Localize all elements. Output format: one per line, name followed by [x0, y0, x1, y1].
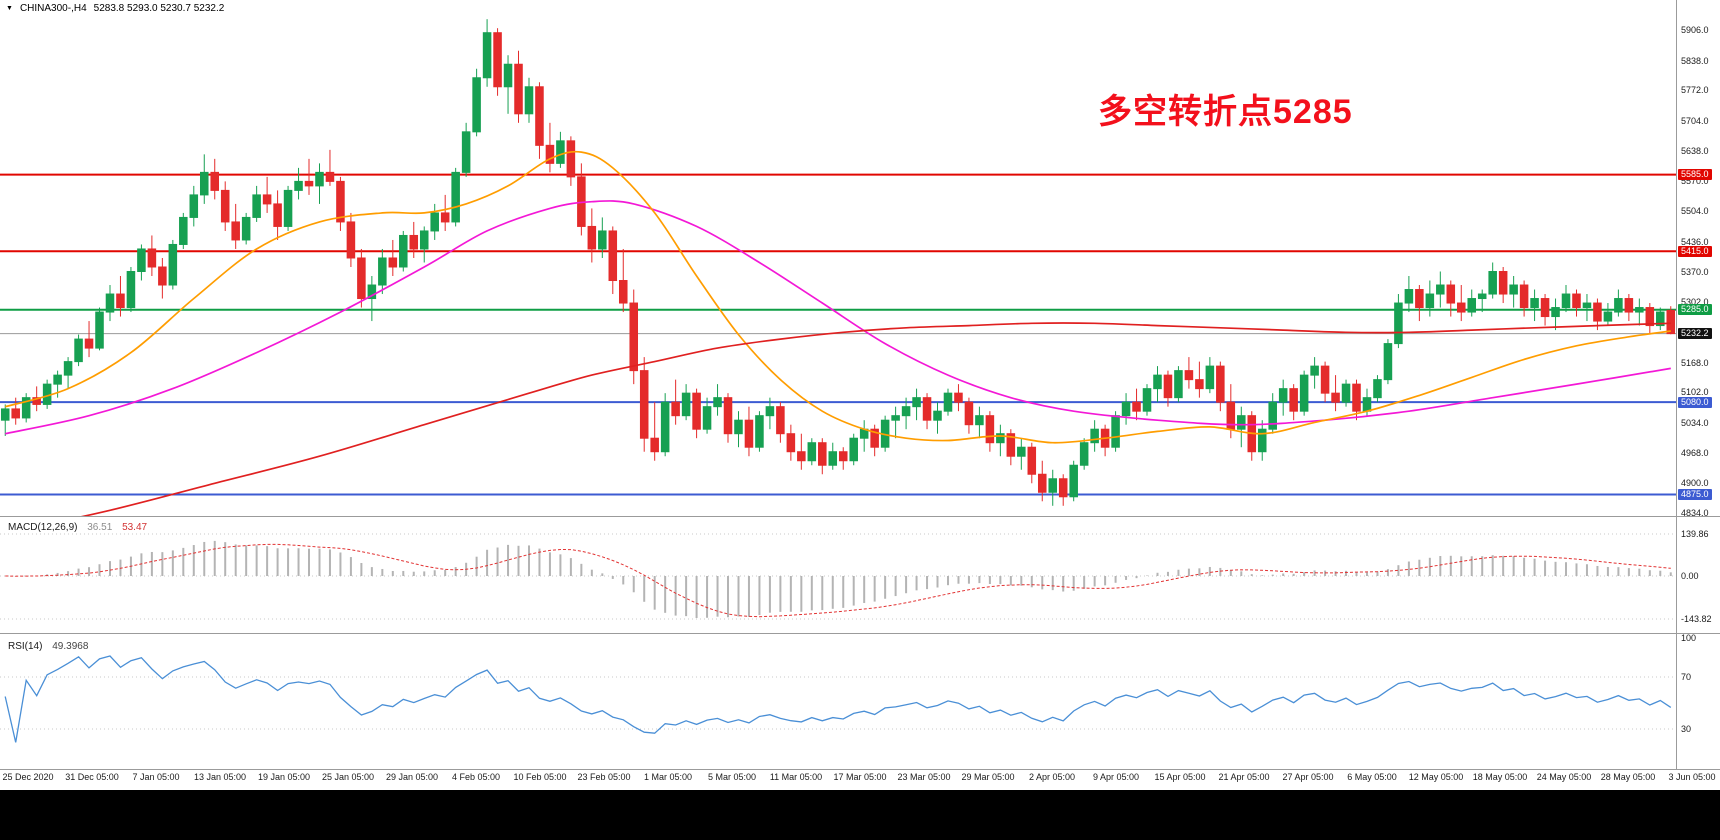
- time-axis-label: 29 Mar 05:00: [961, 772, 1015, 782]
- time-axis-label: 11 Mar 05:00: [769, 772, 823, 782]
- time-axis-label: 3 Jun 05:00: [1668, 772, 1716, 782]
- time-axis-label: 1 Mar 05:00: [643, 772, 693, 782]
- price-axis-label: 5504.0: [1681, 206, 1709, 217]
- time-axis-label: 15 Apr 05:00: [1154, 772, 1206, 782]
- time-axis-label: 29 Jan 05:00: [385, 772, 439, 782]
- time-axis-label: 19 Jan 05:00: [257, 772, 311, 782]
- time-axis-label: 5 Mar 05:00: [707, 772, 757, 782]
- price-axis-label: 5370.0: [1681, 266, 1709, 277]
- macd-signal-value: 53.47: [122, 522, 148, 533]
- macd-name: MACD(12,26,9): [8, 522, 78, 533]
- time-axis-label: 2 Apr 05:00: [1028, 772, 1076, 782]
- price-axis-label: 5772.0: [1681, 85, 1709, 96]
- price-axis-label: 5704.0: [1681, 116, 1709, 126]
- time-axis-label: 28 May 05:00: [1600, 772, 1656, 782]
- price-level-tag: 5585.0: [1678, 169, 1712, 181]
- ma-fast-orange: [4, 150, 1671, 444]
- price-axis-label: 5102.0: [1681, 387, 1709, 398]
- symbol-timeframe-label: CHINA300-,H4: [19, 3, 87, 14]
- price-axis-label: 5302.0: [1681, 297, 1709, 308]
- time-axis-label: 31 Dec 05:00: [65, 772, 119, 782]
- rsi-name: RSI(14): [8, 641, 43, 652]
- price-axis-label: 5436.0: [1681, 236, 1709, 247]
- rsi-axis-label: 30: [1681, 724, 1692, 734]
- time-axis-label: 23 Mar 05:00: [897, 772, 951, 782]
- ma-mid-magenta: [5, 200, 1671, 435]
- rsi-axis-label: 70: [1681, 672, 1692, 682]
- time-axis-label: 24 May 05:00: [1536, 772, 1592, 782]
- time-axis-label: 18 May 05:00: [1472, 772, 1528, 782]
- time-axis-label: 13 Jan 05:00: [193, 772, 247, 782]
- time-axis-label: 4 Feb 05:00: [451, 772, 501, 782]
- macd-main-value: 36.51: [87, 522, 113, 533]
- price-level-tag: 5285.0: [1678, 304, 1712, 316]
- current-price-tag: 5232.2: [1678, 328, 1712, 340]
- time-axis-label: 10 Feb 05:00: [513, 772, 567, 782]
- macd-indicator-label: MACD(12,26,9) 36.51 53.47: [8, 522, 147, 533]
- time-axis-label: 9 Apr 05:00: [1092, 772, 1140, 782]
- price-level-tag: 5080.0: [1678, 396, 1712, 408]
- price-axis-label: 5838.0: [1681, 55, 1709, 66]
- price-axis-label: 5168.0: [1681, 357, 1709, 368]
- time-axis-label: 25 Dec 2020: [2, 772, 54, 782]
- ma-slow-red: [81, 322, 1671, 516]
- time-axis-label: 23 Feb 05:00: [577, 772, 631, 782]
- time-axis-label: 21 Apr 05:00: [1218, 772, 1270, 782]
- price-axis-label: 5034.0: [1681, 417, 1709, 428]
- time-axis-label: 17 Mar 05:00: [833, 772, 887, 782]
- time-axis-label: 27 Apr 05:00: [1282, 772, 1334, 782]
- macd-axis-label: 139.86: [1681, 529, 1709, 539]
- time-axis-label: 7 Jan 05:00: [132, 772, 180, 782]
- price-level-tag: 5415.0: [1678, 245, 1712, 257]
- price-level-tag: 4875.0: [1678, 489, 1712, 501]
- time-axis-label: 12 May 05:00: [1408, 772, 1464, 782]
- price-axis-label: 5906.0: [1681, 25, 1709, 35]
- bottom-bar: [0, 790, 1720, 840]
- price-axis-label: 5570.0: [1681, 176, 1709, 187]
- ohlc-values: 5283.8 5293.0 5230.7 5232.2: [93, 3, 225, 14]
- annotation-text: 多空转折点5285: [1098, 93, 1353, 131]
- symbol-info-bar: ▼ CHINA300-,H4 5283.8 5293.0 5230.7 5232…: [6, 3, 224, 14]
- collapse-triangle-icon[interactable]: ▼: [6, 4, 13, 12]
- rsi-axis-label: 100: [1681, 633, 1697, 643]
- time-axis-label: 25 Jan 05:00: [321, 772, 375, 782]
- rsi-value: 49.3968: [52, 641, 89, 652]
- macd-axis-label: 0.00: [1681, 571, 1699, 581]
- macd-axis-label: -143.82: [1681, 614, 1712, 624]
- price-axis-label: 5638.0: [1681, 145, 1709, 156]
- time-axis-label: 6 May 05:00: [1347, 772, 1397, 782]
- price-axis-label: 4900.0: [1681, 478, 1709, 489]
- rsi-indicator-label: RSI(14) 49.3968: [8, 641, 88, 652]
- price-axis-label: 4834.0: [1681, 508, 1709, 518]
- price-axis-label: 4968.0: [1681, 447, 1709, 458]
